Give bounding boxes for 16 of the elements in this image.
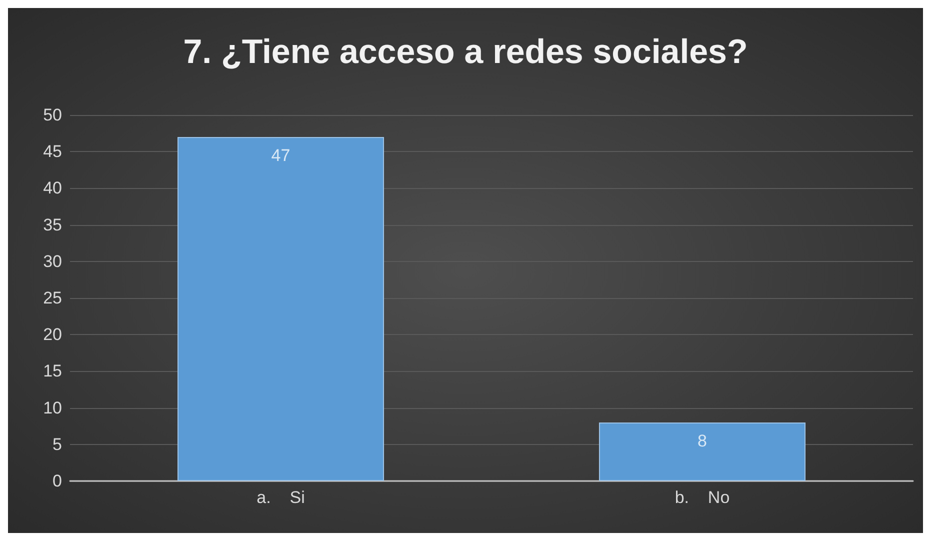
x-tick-label: a. Si (256, 488, 305, 507)
y-tick-label: 20 (43, 325, 62, 344)
data-label: 47 (271, 146, 290, 165)
y-tick-label: 45 (43, 142, 62, 162)
data-label: 8 (698, 431, 707, 450)
y-tick-label: 35 (43, 215, 62, 234)
y-tick-label: 50 (43, 106, 62, 124)
y-tick-label: 15 (43, 362, 62, 381)
y-tick-label: 10 (43, 398, 62, 418)
y-tick-label: 5 (52, 434, 62, 454)
y-tick-label: 0 (52, 472, 62, 490)
x-tick-label: b. No (674, 488, 730, 507)
y-tick-label: 40 (43, 178, 62, 198)
y-tick-label: 30 (43, 252, 62, 271)
y-tick-label: 25 (43, 288, 62, 308)
chart-title: 7. ¿Tiene acceso a redes sociales? (183, 33, 748, 71)
